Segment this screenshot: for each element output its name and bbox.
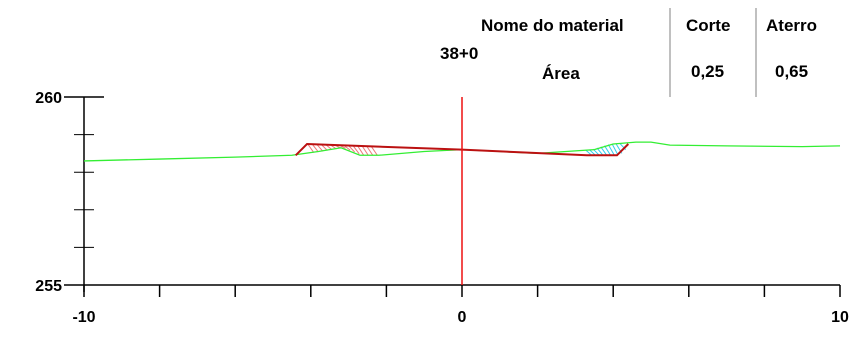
cut-hatch-line bbox=[352, 145, 360, 155]
material-table: Nome do material Corte Aterro Área 0,25 … bbox=[481, 8, 817, 97]
table-row-label: Área bbox=[542, 64, 580, 83]
x-ticks bbox=[83, 285, 841, 297]
cut-hatch-line bbox=[361, 145, 369, 156]
design-section-line bbox=[294, 142, 630, 157]
tick-labels: -10 0 10 255 260 bbox=[35, 90, 849, 326]
table-header-cut: Corte bbox=[686, 16, 730, 35]
cut-hatch-line bbox=[370, 146, 378, 156]
y-tick-label: 255 bbox=[35, 278, 62, 295]
fill-hatch-line bbox=[607, 144, 615, 156]
cut-hatch-line bbox=[357, 145, 365, 156]
x-tick-label: -10 bbox=[72, 309, 95, 326]
table-fill-value: 0,65 bbox=[775, 62, 808, 81]
fill-hatch-line bbox=[604, 145, 611, 156]
fill-hatch-line bbox=[611, 143, 619, 156]
y-ticks bbox=[74, 134, 94, 248]
cut-hatch-line bbox=[366, 146, 374, 156]
x-tick-label: 10 bbox=[831, 309, 849, 326]
cut-hatch-line bbox=[316, 144, 324, 152]
fill-hatch-line bbox=[600, 146, 608, 156]
section-station-label: 38+0 bbox=[440, 44, 478, 63]
cut-hatch-line bbox=[311, 143, 319, 153]
table-header-fill: Aterro bbox=[766, 16, 817, 35]
x-tick-label: 0 bbox=[458, 309, 467, 326]
y-tick-label: 260 bbox=[35, 90, 62, 107]
table-header-material: Nome do material bbox=[481, 16, 624, 35]
cut-hatch-line bbox=[348, 145, 355, 153]
table-cut-value: 0,25 bbox=[691, 62, 724, 81]
cut-hatch-line bbox=[307, 143, 315, 153]
